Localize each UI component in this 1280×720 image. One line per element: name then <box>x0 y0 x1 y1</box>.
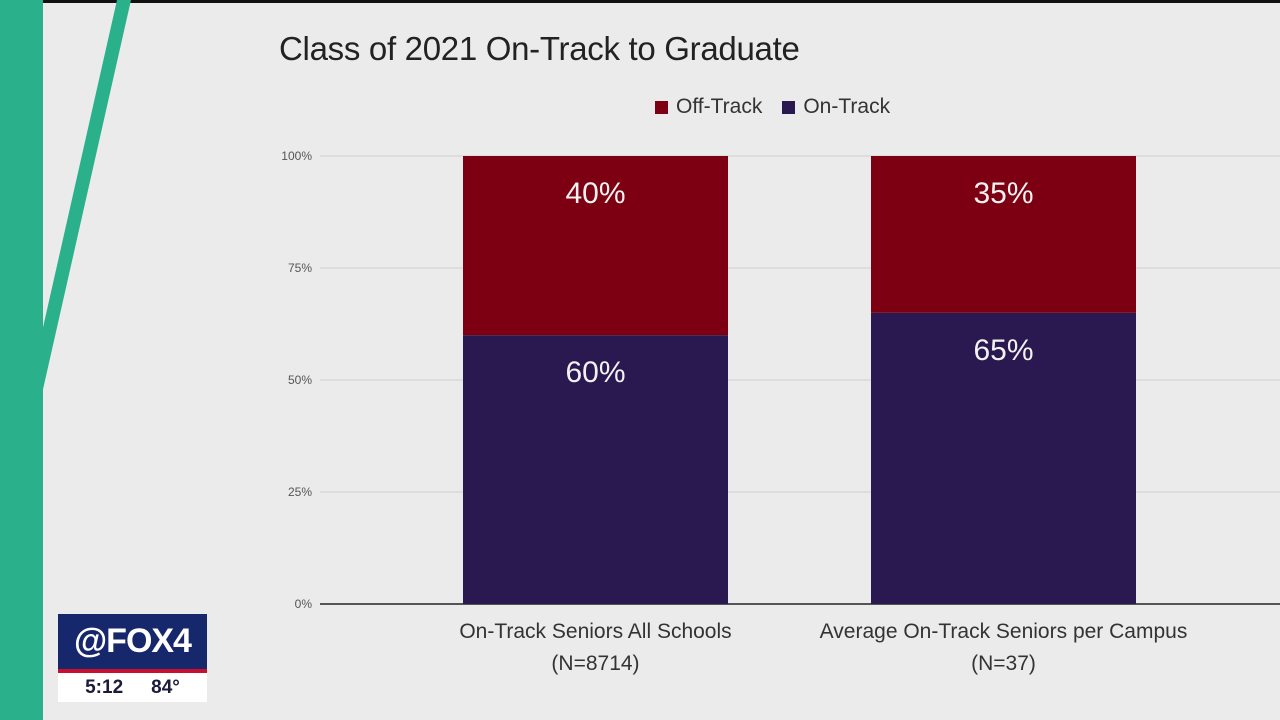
chart-title: Class of 2021 On-Track to Graduate <box>279 30 800 67</box>
category-label: (N=37) <box>971 652 1036 675</box>
legend-label-on-track: On-Track <box>803 95 891 118</box>
category-label: (N=8714) <box>551 652 639 675</box>
y-tick-label: 100% <box>281 149 312 163</box>
legend-label-off-track: Off-Track <box>676 95 763 118</box>
legend-swatch-on-track <box>782 100 796 114</box>
fox4-logo: @FOX4 <box>58 614 207 673</box>
category-label: On-Track Seniors All Schools <box>459 620 731 643</box>
bar-segment-off-track <box>871 156 1136 313</box>
legend-swatch-off-track <box>655 100 668 114</box>
top-border <box>0 0 1280 3</box>
y-tick-label: 50% <box>288 373 312 387</box>
data-label: 35% <box>973 177 1033 210</box>
y-tick-label: 25% <box>288 485 312 499</box>
data-label: 60% <box>565 356 625 389</box>
category-label: Average On-Track Seniors per Campus <box>820 620 1188 643</box>
bars: 60% 40% 65% 35% <box>463 156 1136 604</box>
bar-segment-on-track <box>871 312 1136 604</box>
y-tick-label: 75% <box>288 261 312 275</box>
data-label: 40% <box>565 177 625 210</box>
legend-item-off-track: Off-Track <box>655 95 762 119</box>
diagonal-green-stripe <box>4 0 131 500</box>
temperature-readout: 84° <box>151 676 180 698</box>
x-axis-labels: On-Track Seniors All Schools (N=8714) Aver… <box>459 620 1187 675</box>
station-badge: @FOX4 5:12 84° <box>58 614 207 702</box>
chart-legend: Off-Track On-Track <box>655 95 890 119</box>
y-axis-ticks: 0% 25% 50% 75% 100% <box>281 149 312 611</box>
legend-item-on-track: On-Track <box>782 95 890 119</box>
bar-segment-on-track <box>463 335 728 604</box>
time-readout: 5:12 <box>85 676 124 698</box>
time-temp-bar: 5:12 84° <box>58 673 207 702</box>
bar-segment-off-track <box>463 156 728 336</box>
data-label: 65% <box>973 334 1033 367</box>
y-tick-label: 0% <box>295 597 313 611</box>
